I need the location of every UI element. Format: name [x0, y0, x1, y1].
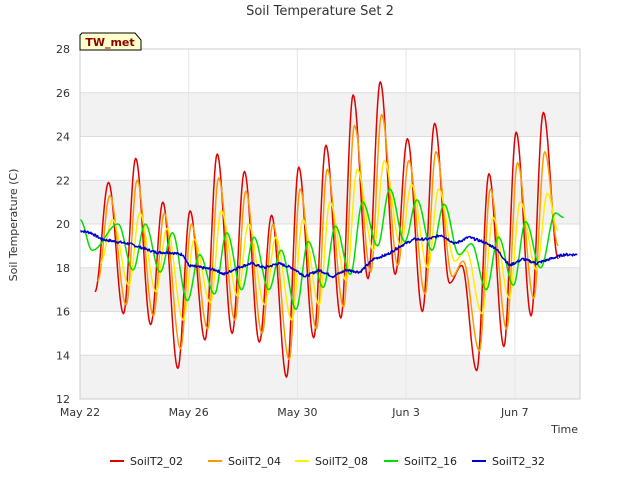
- x-tick-label: Jun 7: [500, 406, 529, 419]
- y-tick-label: 20: [56, 218, 70, 231]
- chart-title: Soil Temperature Set 2: [246, 4, 394, 19]
- y-tick-label: 24: [56, 131, 70, 144]
- x-tick-label: May 30: [277, 406, 317, 419]
- y-tick-label: 26: [56, 87, 70, 100]
- legend-label: SoilT2_02: [130, 455, 183, 468]
- y-tick-labels: 12 14 16 18 20 22 24 26 28: [56, 43, 70, 406]
- plot-band: [80, 92, 580, 137]
- plot-frame: [79, 48, 581, 400]
- x-axis-label: Time: [550, 423, 578, 436]
- x-tick-label: May 26: [169, 406, 209, 419]
- series-line-soilt2_02: [94, 81, 559, 378]
- y-tick-label: 14: [56, 349, 70, 362]
- legend-label: SoilT2_04: [228, 455, 281, 468]
- y-axis-label: Soil Temperature (C): [7, 169, 20, 282]
- site-tag-label: TW_met: [85, 36, 134, 49]
- x-tick-labels: May 22 May 26 May 30 Jun 3 Jun 7: [60, 406, 529, 419]
- series-line-soilt2_04: [97, 113, 559, 361]
- plot-band: [80, 355, 580, 399]
- x-tick-label: May 22: [60, 406, 100, 419]
- y-tick-label: 22: [56, 174, 70, 187]
- series-line-soilt2_16: [79, 188, 564, 311]
- site-tag: TW_met: [79, 32, 142, 51]
- legend-label: SoilT2_32: [492, 455, 545, 468]
- series-line-soilt2_08: [99, 159, 559, 321]
- series-line-soilt2_32: [79, 229, 578, 279]
- y-tick-label: 28: [56, 43, 70, 56]
- legend-label: SoilT2_16: [404, 455, 457, 468]
- series-lines: [79, 81, 578, 378]
- y-tick-label: 16: [56, 306, 70, 319]
- legend-label: SoilT2_08: [315, 455, 368, 468]
- y-tick-label: 12: [56, 393, 70, 406]
- x-tick-label: Jun 3: [391, 406, 420, 419]
- legend: SoilT2_02 SoilT2_04 SoilT2_08 SoilT2_16 Soil…: [110, 455, 545, 468]
- axes: [79, 48, 581, 400]
- y-tick-label: 18: [56, 262, 70, 275]
